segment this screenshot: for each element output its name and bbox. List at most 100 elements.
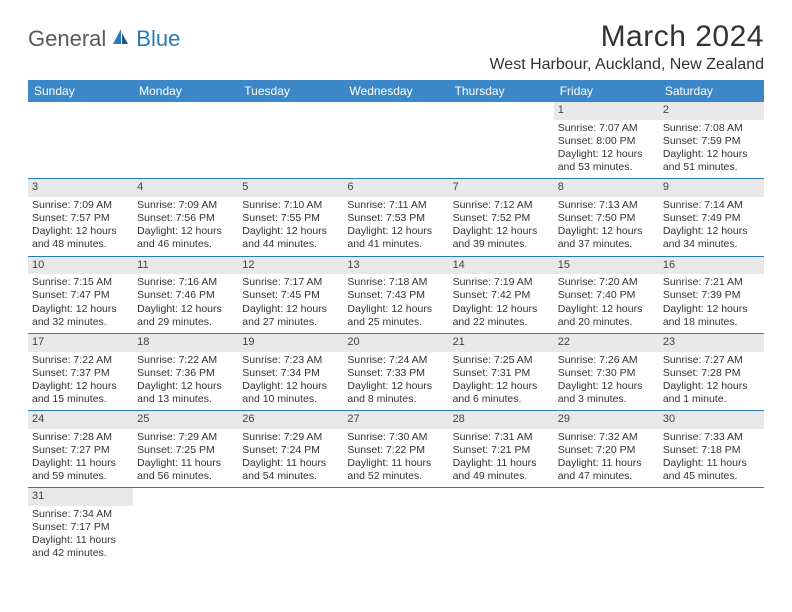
day-cell xyxy=(133,102,238,179)
sunrise-text: Sunrise: 7:29 AM xyxy=(242,431,339,444)
sunrise-text: Sunrise: 7:14 AM xyxy=(663,199,760,212)
day-number: 27 xyxy=(343,411,448,429)
day-body: Sunrise: 7:07 AMSunset: 8:00 PMDaylight:… xyxy=(554,120,659,179)
title-block: March 2024 West Harbour, Auckland, New Z… xyxy=(489,20,764,74)
day-cell: 4 Sunrise: 7:09 AMSunset: 7:56 PMDaylight… xyxy=(133,179,238,256)
day-cell: 12Sunrise: 7:17 AMSunset: 7:45 PMDayligh… xyxy=(238,256,343,333)
daylight-text-1: Daylight: 12 hours xyxy=(137,303,234,316)
weekday-header: Thursday xyxy=(449,80,554,102)
day-number: 23 xyxy=(659,334,764,352)
day-cell xyxy=(28,102,133,179)
daylight-text-2: and 22 minutes. xyxy=(453,316,550,329)
sunset-text: Sunset: 7:39 PM xyxy=(663,289,760,302)
day-cell: 9Sunrise: 7:14 AMSunset: 7:49 PMDaylight… xyxy=(659,179,764,256)
sunset-text: Sunset: 7:55 PM xyxy=(242,212,339,225)
day-number: 15 xyxy=(554,257,659,275)
day-body: Sunrise: 7:22 AMSunset: 7:36 PMDaylight:… xyxy=(133,352,238,411)
daylight-text-2: and 32 minutes. xyxy=(32,316,129,329)
sunset-text: Sunset: 7:45 PM xyxy=(242,289,339,302)
sunrise-text: Sunrise: 7:30 AM xyxy=(347,431,444,444)
day-number: 22 xyxy=(554,334,659,352)
day-body: Sunrise: 7:21 AMSunset: 7:39 PMDaylight:… xyxy=(659,274,764,333)
day-cell: 1Sunrise: 7:07 AMSunset: 8:00 PMDaylight… xyxy=(554,102,659,179)
daylight-text-1: Daylight: 11 hours xyxy=(32,457,129,470)
daylight-text-2: and 44 minutes. xyxy=(242,238,339,251)
day-number: 30 xyxy=(659,411,764,429)
daylight-text-1: Daylight: 11 hours xyxy=(242,457,339,470)
sunrise-text: Sunrise: 7:16 AM xyxy=(137,276,234,289)
daylight-text-2: and 1 minute. xyxy=(663,393,760,406)
daylight-text-2: and 27 minutes. xyxy=(242,316,339,329)
day-number: 14 xyxy=(449,257,554,275)
sunrise-text: Sunrise: 7:23 AM xyxy=(242,354,339,367)
daylight-text-2: and 6 minutes. xyxy=(453,393,550,406)
daylight-text-2: and 39 minutes. xyxy=(453,238,550,251)
sunset-text: Sunset: 7:50 PM xyxy=(558,212,655,225)
day-body: Sunrise: 7:12 AMSunset: 7:52 PMDaylight:… xyxy=(449,197,554,256)
day-cell: 11Sunrise: 7:16 AMSunset: 7:46 PMDayligh… xyxy=(133,256,238,333)
sunrise-text: Sunrise: 7:22 AM xyxy=(137,354,234,367)
daylight-text-2: and 8 minutes. xyxy=(347,393,444,406)
daylight-text-1: Daylight: 12 hours xyxy=(137,225,234,238)
day-cell: 31Sunrise: 7:34 AMSunset: 7:17 PMDayligh… xyxy=(28,488,133,565)
daylight-text-1: Daylight: 12 hours xyxy=(558,380,655,393)
daylight-text-2: and 29 minutes. xyxy=(137,316,234,329)
location-text: West Harbour, Auckland, New Zealand xyxy=(489,56,764,74)
daylight-text-1: Daylight: 12 hours xyxy=(453,303,550,316)
day-number: 1 xyxy=(554,102,659,120)
day-cell: 6Sunrise: 7:11 AMSunset: 7:53 PMDaylight… xyxy=(343,179,448,256)
day-body: Sunrise: 7:23 AMSunset: 7:34 PMDaylight:… xyxy=(238,352,343,411)
sunrise-text: Sunrise: 7:26 AM xyxy=(558,354,655,367)
day-cell: 17Sunrise: 7:22 AMSunset: 7:37 PMDayligh… xyxy=(28,333,133,410)
daylight-text-2: and 59 minutes. xyxy=(32,470,129,483)
sunset-text: Sunset: 7:37 PM xyxy=(32,367,129,380)
day-number: 3 xyxy=(28,179,133,197)
sunrise-text: Sunrise: 7:07 AM xyxy=(558,122,655,135)
day-body: Sunrise: 7:17 AMSunset: 7:45 PMDaylight:… xyxy=(238,274,343,333)
day-cell: 14Sunrise: 7:19 AMSunset: 7:42 PMDayligh… xyxy=(449,256,554,333)
sunrise-text: Sunrise: 7:34 AM xyxy=(32,508,129,521)
sunrise-text: Sunrise: 7:24 AM xyxy=(347,354,444,367)
day-number: 29 xyxy=(554,411,659,429)
day-cell xyxy=(659,488,764,565)
day-number: 8 xyxy=(554,179,659,197)
sunset-text: Sunset: 7:49 PM xyxy=(663,212,760,225)
sunset-text: Sunset: 7:53 PM xyxy=(347,212,444,225)
sunrise-text: Sunrise: 7:10 AM xyxy=(242,199,339,212)
week-row: 17Sunrise: 7:22 AMSunset: 7:37 PMDayligh… xyxy=(28,333,764,410)
daylight-text-2: and 41 minutes. xyxy=(347,238,444,251)
sunrise-text: Sunrise: 7:31 AM xyxy=(453,431,550,444)
sunset-text: Sunset: 7:56 PM xyxy=(137,212,234,225)
sunrise-text: Sunrise: 7:11 AM xyxy=(347,199,444,212)
day-cell: 22Sunrise: 7:26 AMSunset: 7:30 PMDayligh… xyxy=(554,333,659,410)
day-cell xyxy=(449,102,554,179)
daylight-text-2: and 56 minutes. xyxy=(137,470,234,483)
day-body: Sunrise: 7:26 AMSunset: 7:30 PMDaylight:… xyxy=(554,352,659,411)
month-title: March 2024 xyxy=(489,20,764,54)
day-number: 4 xyxy=(133,179,238,197)
sunrise-text: Sunrise: 7:29 AM xyxy=(137,431,234,444)
daylight-text-1: Daylight: 12 hours xyxy=(558,303,655,316)
sunset-text: Sunset: 7:57 PM xyxy=(32,212,129,225)
day-body: Sunrise: 7:18 AMSunset: 7:43 PMDaylight:… xyxy=(343,274,448,333)
day-number: 28 xyxy=(449,411,554,429)
daylight-text-1: Daylight: 12 hours xyxy=(242,303,339,316)
day-cell: 13Sunrise: 7:18 AMSunset: 7:43 PMDayligh… xyxy=(343,256,448,333)
day-body: Sunrise: 7:08 AMSunset: 7:59 PMDaylight:… xyxy=(659,120,764,179)
day-cell: 29Sunrise: 7:32 AMSunset: 7:20 PMDayligh… xyxy=(554,411,659,488)
day-body: Sunrise: 7:32 AMSunset: 7:20 PMDaylight:… xyxy=(554,429,659,488)
daylight-text-2: and 20 minutes. xyxy=(558,316,655,329)
sunset-text: Sunset: 7:47 PM xyxy=(32,289,129,302)
day-body: Sunrise: 7:24 AMSunset: 7:33 PMDaylight:… xyxy=(343,352,448,411)
sunset-text: Sunset: 7:40 PM xyxy=(558,289,655,302)
sunset-text: Sunset: 7:46 PM xyxy=(137,289,234,302)
daylight-text-2: and 48 minutes. xyxy=(32,238,129,251)
sunset-text: Sunset: 7:30 PM xyxy=(558,367,655,380)
sunrise-text: Sunrise: 7:09 AM xyxy=(137,199,234,212)
day-body: Sunrise: 7:28 AMSunset: 7:27 PMDaylight:… xyxy=(28,429,133,488)
day-number: 31 xyxy=(28,488,133,506)
daylight-text-1: Daylight: 12 hours xyxy=(242,380,339,393)
daylight-text-1: Daylight: 12 hours xyxy=(663,303,760,316)
sail-icon xyxy=(110,27,132,52)
sunset-text: Sunset: 7:36 PM xyxy=(137,367,234,380)
